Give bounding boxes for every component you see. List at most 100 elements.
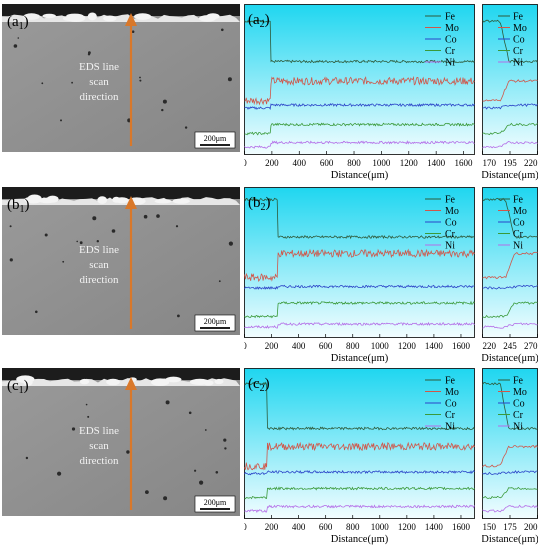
- series-line-cr: [244, 300, 475, 319]
- x-tick-label: 220: [483, 341, 497, 351]
- scalebar-box: [194, 495, 236, 513]
- legend-entry-cr: Cr: [513, 229, 524, 240]
- sem-pore: [85, 403, 88, 406]
- series-line-ni: [244, 504, 475, 514]
- sem-edge-particle: [106, 378, 120, 386]
- sem-panel-label: (a1): [7, 14, 29, 32]
- series-line-ni: [244, 140, 475, 149]
- sem-edge-particle: [16, 375, 35, 383]
- legend-entry-fe: Fe: [445, 195, 456, 206]
- eds-line-plot-a2: Fe Mo Co Cr Ni (a2) 0 200 400 600 800 1000 1200 1400 1…: [244, 4, 475, 182]
- sem-pore: [162, 99, 167, 104]
- x-tick-label: 1200: [400, 158, 419, 168]
- sem-resin-band: [2, 368, 240, 380]
- sem-pore: [9, 225, 12, 228]
- sem-pore: [44, 233, 48, 237]
- legend-entry-fe: Fe: [445, 376, 456, 387]
- figure-row-c: (c1) EDS line scan direction 200μm Fe Mo Co Cr Ni…: [0, 368, 550, 546]
- legend-entry-cr: Cr: [445, 229, 456, 240]
- scalebar-label: 200μm: [204, 317, 227, 326]
- legend-entry-mo: Mo: [513, 206, 527, 217]
- x-tick-label: 400: [292, 522, 306, 532]
- x-tick-label: 1000: [371, 522, 390, 532]
- eds-scan-text: EDS line: [79, 61, 119, 73]
- sem-pore: [156, 214, 160, 218]
- sem-image-a1: (a1) EDS line scan direction 200μm: [2, 4, 240, 152]
- x-tick-label: 600: [320, 158, 334, 168]
- series-line-cr: [482, 301, 538, 319]
- sem-pore: [204, 429, 207, 431]
- x-tick-label: 0: [244, 522, 247, 532]
- eds-scan-text: direction: [79, 91, 119, 103]
- legend-entry-mo: Mo: [445, 387, 459, 398]
- sem-edge-particle: [214, 378, 224, 385]
- sem-pore: [76, 240, 78, 243]
- sem-pore: [161, 108, 164, 112]
- series-line-co: [244, 102, 475, 110]
- x-tick-label: 1400: [425, 341, 444, 351]
- sem-pore: [87, 415, 90, 418]
- series-line-ni: [244, 321, 475, 329]
- x-axis-label: Distance(μm): [482, 170, 538, 181]
- x-tick-label: 1200: [398, 522, 417, 532]
- sem-pore: [41, 82, 44, 85]
- x-tick-label: 1400: [427, 158, 446, 168]
- series-line-co: [482, 284, 538, 290]
- sem-pore: [188, 411, 192, 415]
- sem-edge-particle: [103, 15, 117, 22]
- x-tick-label: 0: [244, 341, 247, 351]
- sem-pore: [87, 53, 91, 56]
- x-tick-label: 800: [346, 522, 360, 532]
- series-line-mo: [244, 75, 475, 106]
- x-axis-label: Distance(μm): [482, 534, 538, 545]
- sem-image-c1: (c1) EDS line scan direction 200μm: [2, 368, 240, 516]
- legend-entry-ni: Ni: [513, 422, 523, 433]
- series-line-fe: [244, 197, 475, 240]
- eds-zoom-plot-c2: Fe Mo Co Cr Ni 150 175 200 Distance(μm): [482, 368, 538, 546]
- x-tick-label: 600: [319, 522, 333, 532]
- sem-pore: [111, 229, 116, 233]
- x-tick-label: 0: [244, 158, 247, 168]
- legend-entry-mo: Mo: [445, 206, 459, 217]
- sem-resin-band: [2, 4, 240, 16]
- legend-entry-co: Co: [445, 35, 457, 46]
- legend-entry-mo: Mo: [513, 23, 527, 34]
- plot-frame: [482, 187, 538, 338]
- sem-pore: [163, 496, 168, 501]
- x-tick-label: 245: [503, 341, 517, 351]
- plot-panel-sub: 2: [261, 202, 266, 213]
- sem-edge-particle: [87, 12, 97, 21]
- scalebar-box: [194, 314, 236, 332]
- sem-pore: [227, 77, 232, 82]
- legend-entry-co: Co: [445, 218, 457, 229]
- legend-entry-fe: Fe: [513, 195, 524, 206]
- sem-pore: [71, 81, 73, 84]
- plot-frame: [482, 368, 538, 519]
- series-line-ni: [482, 141, 538, 149]
- legend-entry-co: Co: [513, 399, 525, 410]
- plot-panel-sub: 2: [260, 383, 265, 394]
- x-tick-label: 600: [319, 341, 333, 351]
- sem-background: [2, 368, 240, 516]
- eds-zoom-plot-b2: Fe Mo Co Cr Ni 220 245 270 Distance(μm): [482, 187, 538, 365]
- scan-arrow-head: [125, 196, 137, 209]
- series-line-fe: [244, 381, 475, 431]
- x-tick-label: 200: [524, 522, 538, 532]
- sem-coating-edge: [2, 14, 240, 22]
- sem-pore: [96, 240, 100, 243]
- legend-entry-cr: Cr: [445, 46, 456, 57]
- sem-pore: [60, 119, 62, 122]
- x-tick-label: 400: [293, 158, 307, 168]
- eds-scan-text: direction: [79, 455, 119, 467]
- eds-line-plot-b2: Fe Mo Co Cr Ni (b2) 0 200 400 600 800 1000 1200 1400 1…: [244, 187, 475, 365]
- series-line-ni: [482, 504, 538, 513]
- sem-edge-particle: [154, 199, 172, 204]
- scan-arrow-head: [125, 13, 137, 26]
- scan-arrow-head: [125, 377, 137, 390]
- sem-pore: [218, 280, 221, 283]
- sem-panel-sub: 1: [19, 385, 24, 396]
- sem-pore: [9, 258, 13, 262]
- legend-entry-mo: Mo: [445, 23, 459, 34]
- x-tick-label: 1600: [452, 341, 471, 351]
- x-tick-label: 800: [346, 341, 360, 351]
